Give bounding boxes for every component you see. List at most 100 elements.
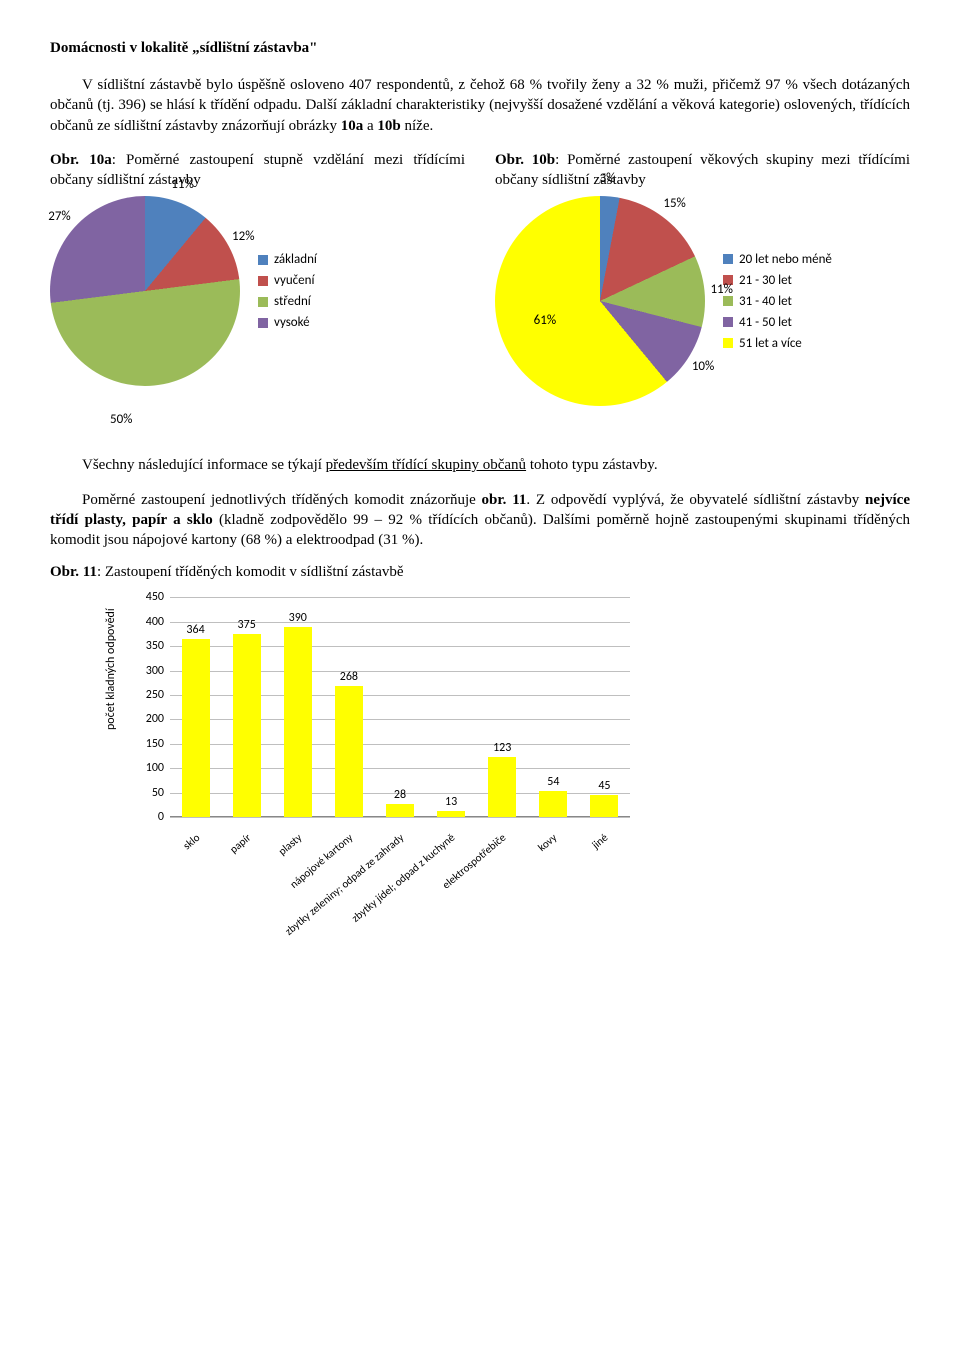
bar bbox=[182, 639, 210, 817]
c10a-cap-r: : Poměrné zastoupení stupně vzdělání mez… bbox=[50, 152, 465, 188]
legend-swatch bbox=[258, 276, 268, 286]
bar bbox=[386, 804, 414, 818]
ytick-label: 0 bbox=[130, 810, 164, 824]
chart-11-caption: Obr. 11: Zastoupení tříděných komodit v … bbox=[50, 564, 910, 581]
p1d: 10b bbox=[377, 118, 400, 134]
pie-graphic bbox=[50, 196, 240, 386]
legend-item: střední bbox=[258, 294, 317, 309]
legend-label: 20 let nebo méně bbox=[739, 252, 832, 267]
legend-label: 21 - 30 let bbox=[739, 273, 792, 288]
p1e: níže. bbox=[401, 118, 433, 134]
pie-slice-label: 11% bbox=[171, 177, 193, 192]
chart-10a-caption: Obr. 10a: Poměrné zastoupení stupně vzdě… bbox=[50, 150, 465, 191]
legend-label: 31 - 40 let bbox=[739, 294, 792, 309]
p3b: obr. 11 bbox=[482, 492, 527, 508]
p1c: a bbox=[363, 118, 377, 134]
bar bbox=[539, 791, 567, 817]
c10b-cap-r: : Poměrné zastoupení věkových skupiny me… bbox=[495, 152, 910, 188]
p2a: Všechny následující informace se týkají bbox=[82, 457, 326, 473]
ytick-label: 350 bbox=[130, 639, 164, 653]
p1b: 10a bbox=[341, 118, 364, 134]
bar-value-label: 123 bbox=[482, 741, 522, 755]
bar bbox=[488, 757, 516, 817]
legend-label: střední bbox=[274, 294, 311, 309]
pie-slice-label: 27% bbox=[48, 209, 70, 224]
ytick-label: 150 bbox=[130, 737, 164, 751]
legend-item: 41 - 50 let bbox=[723, 315, 832, 330]
charts-row: Obr. 10a: Poměrné zastoupení stupně vzdě… bbox=[50, 150, 910, 428]
pie-10b: 3%15%11%10%61% bbox=[495, 196, 705, 406]
legend-label: 41 - 50 let bbox=[739, 315, 792, 330]
para3: Poměrné zastoupení jednotlivých tříděnýc… bbox=[50, 490, 910, 551]
legend-label: vysoké bbox=[274, 315, 310, 330]
ytick-label: 100 bbox=[130, 761, 164, 775]
pie-slice-label: 61% bbox=[534, 313, 556, 328]
legend-swatch bbox=[723, 317, 733, 327]
ytick-label: 450 bbox=[130, 590, 164, 604]
legend-item: vysoké bbox=[258, 315, 317, 330]
p1a: V sídlištní zástavbě bylo úspěšně oslove… bbox=[50, 77, 910, 134]
bar-value-label: 54 bbox=[533, 775, 573, 789]
legend-10a: základní vyučení střední vysoké bbox=[258, 246, 317, 336]
chart-10a-area: 11%12%27% základní vyučení střední vysoké bbox=[50, 196, 465, 386]
legend-item: 21 - 30 let bbox=[723, 273, 832, 288]
bar-value-label: 364 bbox=[176, 623, 216, 637]
bar-value-label: 28 bbox=[380, 788, 420, 802]
legend-label: základní bbox=[274, 252, 317, 267]
bar-value-label: 375 bbox=[227, 618, 267, 632]
c10a-cap-b: Obr. 10a bbox=[50, 152, 112, 168]
legend-label: 51 let a více bbox=[739, 336, 802, 351]
bar-value-label: 390 bbox=[278, 611, 318, 625]
chart-10b-caption: Obr. 10b: Poměrné zastoupení věkových sk… bbox=[495, 150, 910, 191]
legend-swatch bbox=[258, 255, 268, 265]
pie-slice-label: 12% bbox=[232, 229, 254, 244]
p2u: především třídící skupiny občanů bbox=[326, 457, 526, 473]
ytick-label: 200 bbox=[130, 712, 164, 726]
bar bbox=[233, 634, 261, 817]
c11-cap-r: : Zastoupení tříděných komodit v sídlišt… bbox=[97, 564, 404, 580]
pie-slice-label: 3% bbox=[600, 171, 616, 186]
x-category-label: papír bbox=[227, 831, 253, 856]
chart-11-ylabel: počet kladných odpovědí bbox=[104, 609, 118, 731]
x-category-label: plasty bbox=[276, 831, 305, 858]
bar bbox=[590, 795, 618, 817]
p2b: tohoto typu zástavby. bbox=[526, 457, 658, 473]
x-category-label: kovy bbox=[536, 831, 560, 854]
legend-item: 51 let a více bbox=[723, 336, 832, 351]
gridline bbox=[170, 817, 630, 818]
legend-item: 20 let nebo méně bbox=[723, 252, 832, 267]
pie-graphic bbox=[495, 196, 705, 406]
legend-swatch bbox=[723, 296, 733, 306]
chart-10a-below-label: 50% bbox=[110, 412, 465, 427]
legend-swatch bbox=[258, 318, 268, 328]
p3c: . Z odpovědí vyplývá, že obyvatelé sídli… bbox=[526, 492, 865, 508]
chart-11: počet kladných odpovědí 0501001502002503… bbox=[110, 587, 670, 887]
c11-cap-b: Obr. 11 bbox=[50, 564, 97, 580]
bar-value-label: 13 bbox=[431, 795, 471, 809]
ytick-label: 400 bbox=[130, 615, 164, 629]
bar bbox=[437, 811, 465, 817]
chart-10a: Obr. 10a: Poměrné zastoupení stupně vzdě… bbox=[50, 150, 465, 428]
ytick-label: 300 bbox=[130, 664, 164, 678]
chart-10b: Obr. 10b: Poměrné zastoupení věkových sk… bbox=[495, 150, 910, 428]
p3a: Poměrné zastoupení jednotlivých tříděnýc… bbox=[82, 492, 482, 508]
x-category-label: sklo bbox=[180, 831, 202, 852]
pie-slice-label: 10% bbox=[692, 359, 714, 374]
ytick-label: 50 bbox=[130, 786, 164, 800]
legend-10b: 20 let nebo méně 21 - 30 let 31 - 40 let 41… bbox=[723, 246, 832, 357]
pie-slice-label: 15% bbox=[663, 196, 685, 211]
bar bbox=[284, 627, 312, 818]
legend-swatch bbox=[723, 338, 733, 348]
c10b-cap-b: Obr. 10b bbox=[495, 152, 555, 168]
legend-swatch bbox=[723, 254, 733, 264]
legend-swatch bbox=[258, 297, 268, 307]
pie-slice-label: 11% bbox=[710, 282, 732, 297]
legend-label: vyučení bbox=[274, 273, 314, 288]
gridline bbox=[170, 597, 630, 598]
pie-10a: 11%12%27% bbox=[50, 196, 240, 386]
legend-item: základní bbox=[258, 252, 317, 267]
para2: Všechny následující informace se týkají … bbox=[50, 455, 910, 475]
legend-item: 31 - 40 let bbox=[723, 294, 832, 309]
bar bbox=[335, 686, 363, 817]
bar-value-label: 45 bbox=[584, 779, 624, 793]
